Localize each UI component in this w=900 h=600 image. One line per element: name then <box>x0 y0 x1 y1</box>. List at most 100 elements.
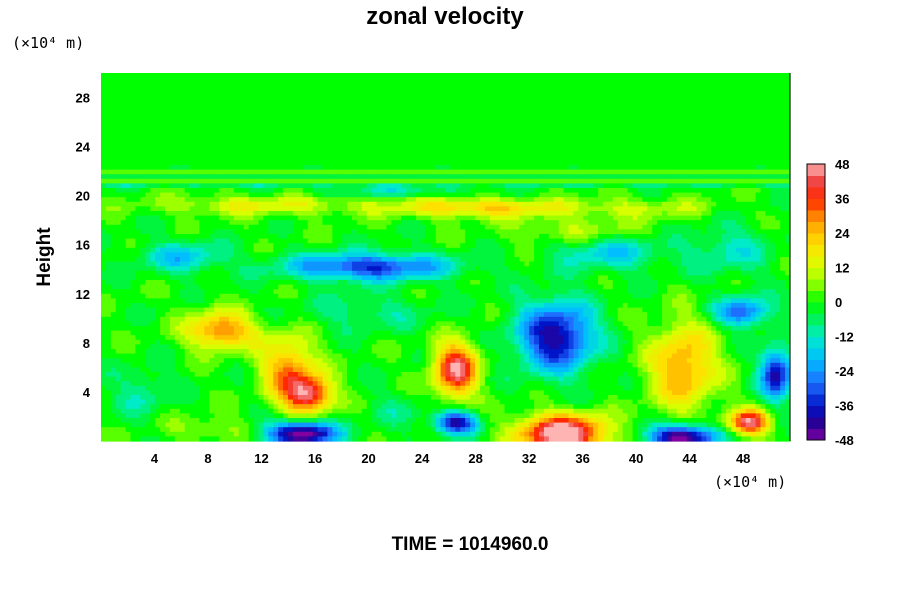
heatmap-cell <box>583 109 589 115</box>
heatmap-cell <box>401 229 407 235</box>
heatmap-cell <box>194 100 201 106</box>
heatmap-cell <box>258 178 265 184</box>
heatmap-cell <box>224 201 230 207</box>
heatmap-cell <box>529 234 535 240</box>
heatmap-cell <box>770 119 776 125</box>
heatmap-cell <box>307 169 314 175</box>
heatmap-cell <box>214 155 220 161</box>
heatmap-cell <box>671 86 678 92</box>
heatmap-cell <box>543 114 550 120</box>
heatmap-cell <box>347 109 353 115</box>
heatmap-cell <box>317 146 324 152</box>
heatmap-cell <box>514 224 520 230</box>
heatmap-cell <box>662 201 668 207</box>
heatmap-cell <box>534 169 540 175</box>
heatmap-cell <box>366 105 373 111</box>
heatmap-cell <box>209 224 215 230</box>
heatmap-cell <box>696 123 703 129</box>
heatmap-cell <box>548 169 555 175</box>
heatmap-cell <box>150 109 156 115</box>
heatmap-cell <box>701 160 707 166</box>
heatmap-cell <box>524 114 530 120</box>
heatmap-cell <box>342 105 348 111</box>
heatmap-cell <box>233 197 240 203</box>
heatmap-cell <box>711 73 717 79</box>
heatmap-cell <box>578 183 584 189</box>
heatmap-cell <box>662 224 668 230</box>
heatmap-cell <box>288 165 294 171</box>
heatmap-cell <box>401 183 407 189</box>
heatmap-cell <box>351 123 358 129</box>
heatmap-cell <box>465 128 471 134</box>
heatmap-cell <box>361 188 368 194</box>
heatmap-cell <box>681 151 688 157</box>
heatmap-cell <box>396 211 402 217</box>
heatmap-cell <box>691 160 698 166</box>
heatmap-cell <box>342 86 348 92</box>
heatmap-cell <box>120 178 127 184</box>
heatmap-cell <box>351 100 358 106</box>
heatmap-cell <box>627 77 634 83</box>
heatmap-cell <box>347 132 353 138</box>
heatmap-cell <box>735 114 742 120</box>
heatmap-cell <box>460 82 466 88</box>
heatmap-cell <box>735 137 742 143</box>
heatmap-cell <box>721 197 727 203</box>
heatmap-cell <box>750 229 757 235</box>
heatmap-cell <box>721 215 727 221</box>
heatmap-cell <box>371 174 378 180</box>
heatmap-cells <box>101 73 791 442</box>
heatmap-cell <box>470 142 476 148</box>
heatmap-cell <box>302 86 309 92</box>
heatmap-cell <box>243 100 250 106</box>
heatmap-cell <box>612 151 619 157</box>
heatmap-cell <box>721 146 727 152</box>
heatmap-cell <box>553 91 560 97</box>
heatmap-cell <box>283 165 289 171</box>
heatmap-cell <box>539 82 545 88</box>
heatmap-cell <box>691 192 698 198</box>
heatmap-cell <box>548 178 555 184</box>
heatmap-cell <box>548 123 555 129</box>
heatmap-cell <box>765 178 771 184</box>
heatmap-area <box>101 73 791 442</box>
heatmap-cell <box>125 77 132 83</box>
heatmap-cell <box>681 155 688 161</box>
heatmap-cell <box>524 229 530 235</box>
heatmap-cell <box>342 169 348 175</box>
heatmap-cell <box>435 197 442 203</box>
heatmap-cell <box>529 132 535 138</box>
heatmap-cell <box>711 109 717 115</box>
heatmap-cell <box>283 114 289 120</box>
heatmap-cell <box>652 155 658 161</box>
heatmap-cell <box>479 234 486 240</box>
heatmap-cell <box>666 137 673 143</box>
heatmap-cell <box>652 142 658 148</box>
heatmap-cell <box>140 151 146 157</box>
heatmap-cell <box>583 155 589 161</box>
heatmap-cell <box>243 132 250 138</box>
heatmap-cell <box>238 151 245 157</box>
heatmap-cell <box>484 155 491 161</box>
heatmap-cell <box>219 183 225 189</box>
heatmap-cell <box>135 96 141 102</box>
heatmap-cell <box>164 206 171 212</box>
heatmap-cell <box>479 114 486 120</box>
heatmap-cell <box>288 220 294 226</box>
heatmap-cell <box>578 142 584 148</box>
heatmap-cell <box>765 77 771 83</box>
heatmap-cell <box>681 105 688 111</box>
heatmap-cell <box>273 151 279 157</box>
heatmap-cell <box>558 114 565 120</box>
heatmap-cell <box>130 174 137 180</box>
heatmap-cell <box>406 91 412 97</box>
heatmap-cell <box>598 178 604 184</box>
heatmap-cell <box>184 128 191 134</box>
heatmap-cell <box>263 82 269 88</box>
heatmap-cell <box>105 206 112 212</box>
heatmap-cell <box>657 132 663 138</box>
heatmap-cell <box>145 160 151 166</box>
heatmap-cell <box>504 215 511 221</box>
heatmap-cell <box>489 169 496 175</box>
heatmap-cell <box>558 183 565 189</box>
